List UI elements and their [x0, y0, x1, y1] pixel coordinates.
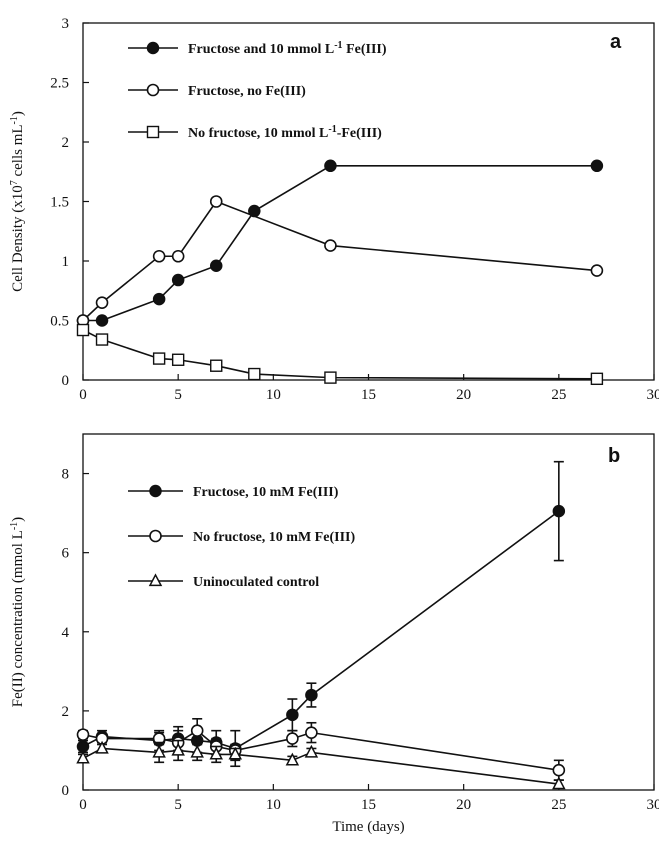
x-axis-label: Time (days) — [332, 819, 404, 835]
data-point — [209, 195, 223, 208]
x-tick-label: 30 — [647, 387, 659, 403]
data-point — [95, 333, 109, 346]
data-point — [152, 249, 166, 263]
data-point — [324, 371, 337, 384]
panel-letter: b — [608, 445, 620, 467]
series-line — [82, 729, 559, 772]
data-point — [248, 367, 261, 381]
data-point — [305, 726, 318, 739]
y-tick-label: 2 — [62, 704, 70, 720]
x-tick-label: 15 — [361, 797, 376, 813]
data-point — [552, 504, 566, 518]
y-tick-label: 2.5 — [50, 76, 69, 92]
data-point — [190, 744, 204, 758]
data-point — [324, 239, 337, 252]
legend-label: Fructose, 10 mM Fe(III) — [193, 485, 339, 500]
data-point — [286, 732, 299, 745]
data-point — [305, 688, 318, 702]
x-tick-label: 20 — [456, 797, 471, 813]
legend-marker — [146, 41, 160, 55]
data-point — [285, 752, 300, 766]
x-tick-label: 15 — [361, 387, 376, 403]
series-1 — [76, 460, 566, 768]
series-3 — [76, 739, 566, 790]
legend-label: Fructose, no Fe(III) — [188, 84, 306, 99]
y-axis-label: Fe(II) concentration (mmol L-1) — [9, 517, 27, 707]
data-point — [228, 746, 243, 760]
data-point — [210, 359, 223, 372]
y-tick-label: 6 — [62, 546, 70, 562]
series-line — [83, 165, 597, 322]
series-line — [82, 747, 559, 785]
legend-label: Fructose and 10 mmol L-1 Fe(III) — [188, 40, 387, 58]
x-tick-label: 0 — [79, 387, 87, 403]
y-tick-label: 1 — [62, 254, 70, 270]
data-point — [76, 728, 90, 741]
data-point — [152, 292, 166, 306]
y-tick-label: 8 — [62, 467, 70, 483]
x-tick-label: 20 — [456, 387, 471, 403]
data-point — [590, 264, 604, 277]
x-tick-label: 30 — [647, 797, 659, 813]
x-tick-label: 5 — [174, 797, 182, 813]
x-tick-label: 25 — [551, 387, 566, 403]
y-tick-label: 4 — [62, 625, 70, 641]
data-point — [76, 750, 90, 764]
data-point — [95, 314, 109, 327]
legend-marker — [149, 484, 162, 498]
data-point — [95, 296, 109, 309]
legend-marker — [146, 83, 160, 97]
x-tick-label: 0 — [79, 797, 87, 813]
x-tick-label: 25 — [551, 797, 566, 813]
x-tick-label: 10 — [266, 387, 281, 403]
data-point — [171, 742, 185, 756]
y-tick-label: 2 — [62, 135, 70, 151]
legend-marker — [149, 529, 162, 543]
data-point — [209, 746, 223, 760]
data-point — [552, 776, 566, 790]
data-point — [152, 352, 166, 365]
legend-marker — [146, 125, 160, 139]
data-point — [590, 372, 604, 386]
data-point — [95, 740, 109, 754]
series-2 — [76, 195, 604, 327]
legend-marker — [148, 573, 163, 587]
data-point — [286, 708, 299, 722]
x-tick-label: 5 — [174, 387, 182, 403]
series-line — [82, 329, 597, 380]
series-3 — [76, 323, 604, 386]
data-point — [76, 740, 90, 753]
y-tick-label: 3 — [62, 16, 70, 32]
plot-frame — [82, 22, 655, 381]
data-point — [76, 323, 90, 337]
panel-b: 0 5 10 15 20 25 30 0 2 4 6 8 Time (days) Fe(II) conce… — [9, 433, 659, 835]
y-tick-label: 0.5 — [50, 314, 69, 330]
data-point — [324, 159, 337, 173]
data-point — [209, 259, 223, 273]
legend-label: Uninoculated control — [193, 575, 319, 590]
data-point — [590, 159, 604, 173]
series-2 — [76, 717, 566, 781]
series-line — [82, 510, 560, 750]
y-tick-label: 0 — [62, 373, 70, 389]
data-point — [171, 353, 185, 366]
data-point — [304, 744, 319, 758]
y-axis-label: Cell Density (x107 cells mL-1) — [9, 111, 27, 292]
series-1 — [76, 159, 604, 327]
data-point — [190, 724, 204, 737]
x-tick-label: 10 — [266, 797, 281, 813]
legend-label: No fructose, 10 mmol L-1-Fe(III) — [188, 124, 382, 142]
data-point — [552, 763, 566, 777]
y-tick-label: 0 — [62, 783, 70, 799]
y-tick-label: 1.5 — [50, 195, 69, 211]
plot-frame — [82, 433, 655, 791]
panel-a: 0 5 10 15 20 25 30 0 0.5 1 1.5 2 2.5 3 Cell Density (x… — [9, 16, 659, 403]
data-point — [171, 273, 185, 287]
data-point — [171, 249, 185, 263]
legend-label: No fructose, 10 mM Fe(III) — [193, 530, 355, 545]
data-point — [152, 744, 166, 758]
panel-letter: a — [610, 31, 622, 53]
